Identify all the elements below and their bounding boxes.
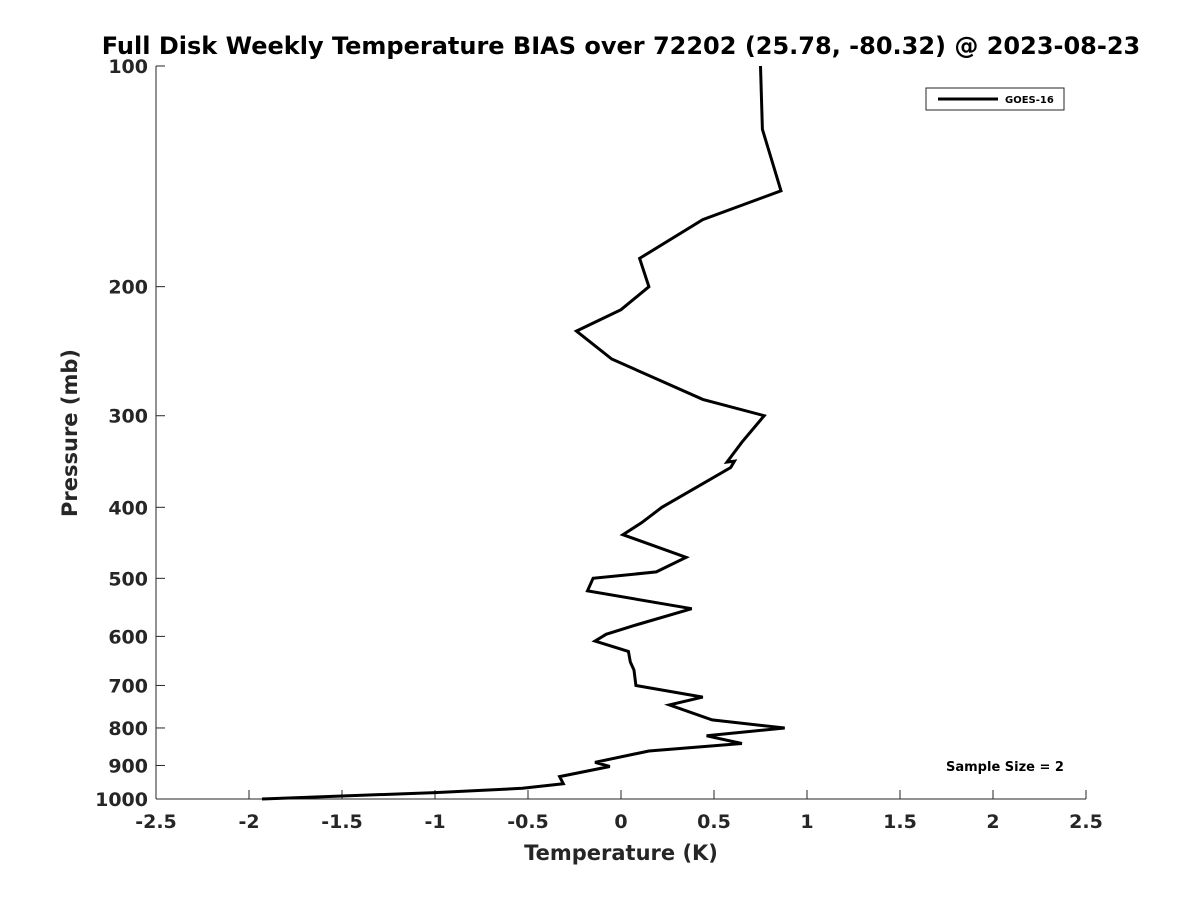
- x-tick-label: -2.5: [135, 811, 177, 833]
- legend: GOES-16: [925, 87, 1065, 111]
- x-tick-label: 2: [986, 811, 999, 833]
- x-tick-label: 1.5: [883, 811, 917, 833]
- series-line-goes-16: [261, 65, 785, 801]
- x-tick-label: 2.5: [1069, 811, 1103, 833]
- y-tick-label: 300: [108, 406, 148, 428]
- y-axis-label: Pressure (mb): [58, 349, 82, 517]
- y-tick-label: 500: [108, 568, 148, 590]
- y-tick-label: 900: [108, 755, 148, 777]
- x-tick-label: -2: [238, 811, 259, 833]
- series-layer: [261, 65, 785, 801]
- y-tick-label: 600: [108, 626, 148, 648]
- y-tick-label: 200: [108, 277, 148, 299]
- sample-size-annotation: Sample Size = 2: [946, 760, 1064, 775]
- x-tick-label: 0.5: [697, 811, 731, 833]
- y-tick-label: 700: [108, 675, 148, 697]
- x-axis-label: Temperature (K): [524, 841, 718, 865]
- chart-title: Full Disk Weekly Temperature BIAS over 7…: [102, 32, 1141, 60]
- x-ticks: -2.5 -2 -1.5 -1 -0.5 0 0.5 1 1.5 2 2.5: [135, 790, 1103, 833]
- x-tick-label: -0.5: [507, 811, 549, 833]
- x-tick-label: 1: [800, 811, 813, 833]
- y-ticks: 100 200 300 400 500 600 700 800 900 1000: [95, 56, 165, 811]
- y-tick-label: 400: [108, 497, 148, 519]
- legend-entry-goes-16: GOES-16: [1005, 95, 1054, 106]
- x-tick-label: -1: [424, 811, 445, 833]
- x-tick-label: -1.5: [321, 811, 363, 833]
- y-tick-label: 100: [108, 56, 148, 78]
- y-tick-label: 1000: [95, 789, 148, 811]
- y-tick-label: 800: [108, 718, 148, 740]
- x-tick-label: 0: [614, 811, 627, 833]
